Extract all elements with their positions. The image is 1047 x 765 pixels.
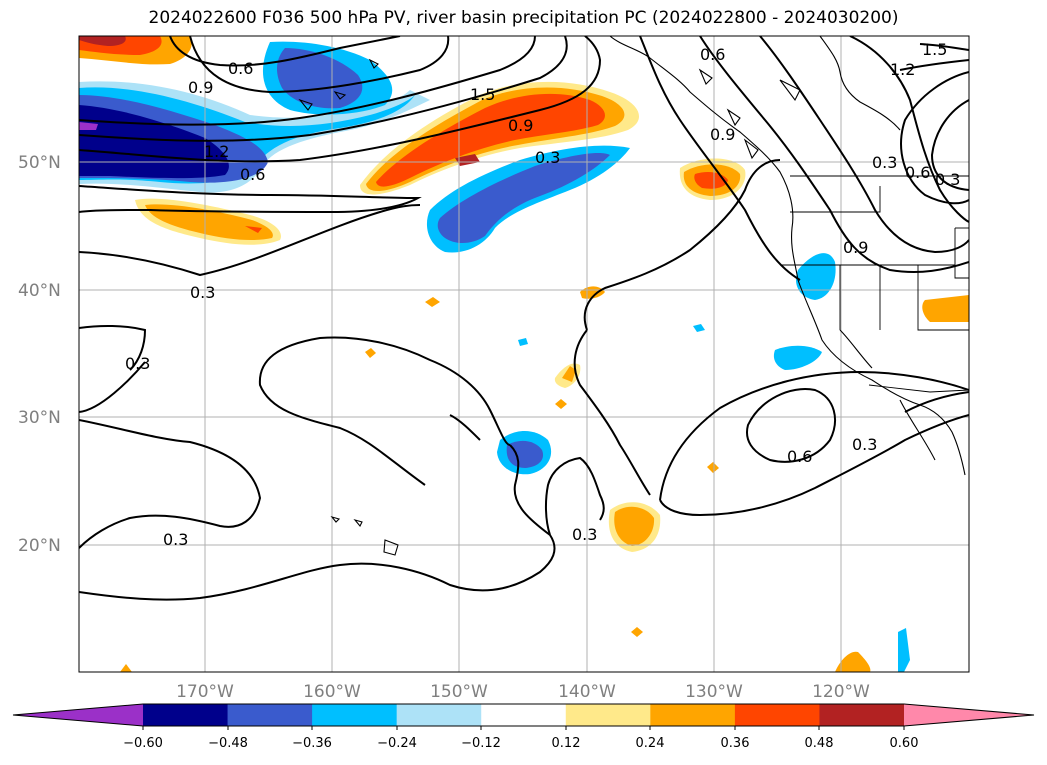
- latitude-label: 50°N: [18, 153, 61, 173]
- longitude-label: 120°W: [812, 682, 870, 702]
- pv-contour-label: 0.6: [700, 45, 725, 64]
- colorbar-tick-label: 0.24: [636, 736, 665, 751]
- pv-contour-label: 0.3: [935, 170, 960, 189]
- colorbar-segment: [565, 704, 651, 726]
- colorbar-tick-label: 0.12: [552, 736, 581, 751]
- pv-contour-label: 0.3: [535, 148, 560, 167]
- pv-contour-label: 1.2: [890, 60, 915, 79]
- colorbar: −0.60 −0.48 −0.36 −0.24 −0.12 0.12 0.24 …: [12, 703, 1035, 751]
- pv-contour-label: 0.6: [787, 447, 812, 466]
- pv-contour-label: 0.9: [188, 78, 213, 97]
- colorbar-extend-high: [904, 704, 1034, 726]
- colorbar-tick-label: −0.36: [292, 736, 332, 751]
- pv-contour-label: 0.6: [240, 165, 265, 184]
- longitude-label: 140°W: [558, 682, 616, 702]
- longitude-label: 160°W: [303, 682, 361, 702]
- colorbar-segment: [819, 704, 905, 726]
- colorbar-tick-label: 0.60: [890, 736, 919, 751]
- colorbar-extend-low: [13, 704, 143, 726]
- pv-contour-label: 0.9: [843, 238, 868, 257]
- colorbar-tick-label: −0.24: [377, 736, 417, 751]
- colorbar-segment: [227, 704, 313, 726]
- graticule: [79, 36, 969, 672]
- longitude-axis: 170°W 160°W 150°W 140°W 130°W 120°W: [176, 682, 870, 702]
- longitude-label: 150°W: [430, 682, 488, 702]
- longitude-label: 130°W: [685, 682, 743, 702]
- colorbar-segment: [734, 704, 820, 726]
- pv-contour-label: 0.3: [125, 354, 150, 373]
- latitude-label: 40°N: [18, 281, 61, 301]
- latitude-label: 20°N: [18, 536, 61, 556]
- pv-contour-label: 1.5: [922, 40, 947, 59]
- colorbar-segment: [312, 704, 398, 726]
- precip-positive-areas: [79, 36, 969, 672]
- colorbar-tick-label: 0.36: [721, 736, 750, 751]
- colorbar-segment: [650, 704, 736, 726]
- colorbar-segment: [143, 704, 229, 726]
- latitude-axis: 50°N 40°N 30°N 20°N: [18, 153, 61, 556]
- map-panel: 0.6 0.9 1.5 0.9 0.3 0.6 1.2 0.6 0.9 1.2 …: [79, 36, 969, 672]
- colorbar-segment: [396, 704, 482, 726]
- pv-contour-label: 0.9: [710, 125, 735, 144]
- pv-contour-label: 1.2: [204, 142, 229, 161]
- colorbar-segment: [481, 704, 567, 726]
- pv-contour-label: 0.6: [228, 59, 253, 78]
- colorbar-tick-label: −0.60: [123, 736, 163, 751]
- colorbar-segments: [13, 704, 1034, 726]
- colorbar-ticks: [142, 726, 905, 730]
- pv-contours: [79, 36, 969, 601]
- colorbar-tick-label: −0.48: [208, 736, 248, 751]
- colorbar-tick-labels: −0.60 −0.48 −0.36 −0.24 −0.12 0.12 0.24 …: [123, 736, 918, 751]
- latitude-label: 30°N: [18, 408, 61, 428]
- pv-contour-label: 0.3: [872, 153, 897, 172]
- longitude-label: 170°W: [176, 682, 234, 702]
- pv-contour-label: 1.5: [470, 85, 495, 104]
- colorbar-tick-label: 0.48: [805, 736, 834, 751]
- pv-contour-label: 0.3: [852, 435, 877, 454]
- pv-contour-label: 0.9: [508, 116, 533, 135]
- pv-contour-label: 0.3: [163, 530, 188, 549]
- map-title: 2024022600 F036 500 hPa PV, river basin …: [148, 8, 899, 28]
- pv-contour-label: 0.6: [905, 163, 930, 182]
- pv-contour-label: 0.3: [190, 283, 215, 302]
- map-frame: [78, 35, 970, 673]
- colorbar-tick-label: −0.12: [461, 736, 501, 751]
- pv-contour-label: 0.3: [572, 525, 597, 544]
- pv-contour-label-group: 0.6 0.9 1.5 0.9 0.3 0.6 1.2 0.6 0.9 1.2 …: [125, 40, 960, 549]
